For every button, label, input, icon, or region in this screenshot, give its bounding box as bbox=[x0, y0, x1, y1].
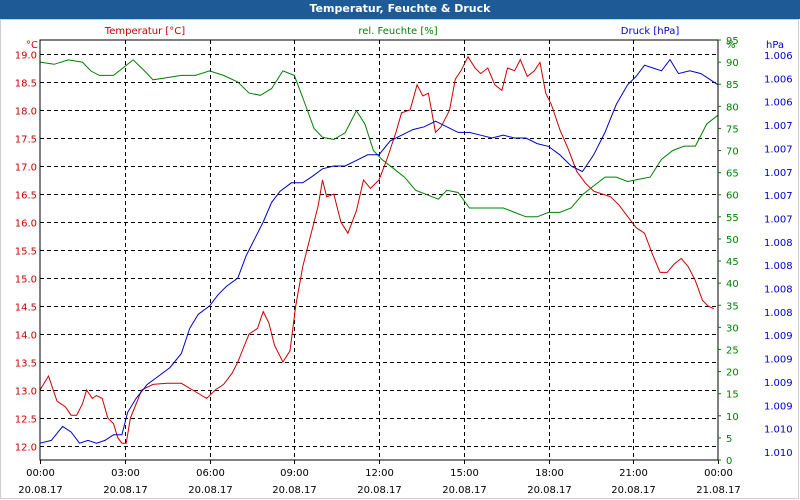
axes-layer: 00:00 20.08.17 03:00 20.08.17 06:00 20.08.17 0… bbox=[15, 26, 793, 496]
temperature-tick-label: 17.0 bbox=[15, 163, 37, 174]
pressure-tick-label: 1.008 bbox=[764, 261, 793, 272]
temperature-tick-label: 15.5 bbox=[15, 247, 37, 258]
x-tick-label-date: 20.08.17 bbox=[103, 485, 148, 496]
humidity-tick-label: 15 bbox=[726, 390, 739, 401]
series-line-humidity bbox=[39, 59, 719, 218]
humidity-tick-label: 40 bbox=[726, 279, 739, 290]
temperature-tick-label: 13.0 bbox=[15, 387, 37, 398]
humidity-tick-label: 5 bbox=[726, 434, 732, 445]
temperature-tick-label: 12.0 bbox=[15, 443, 37, 454]
temperature-tick-label: 19.0 bbox=[15, 51, 37, 62]
grid bbox=[40, 40, 718, 460]
x-tick-label-time: 21:00 bbox=[619, 468, 648, 479]
temperature-tick-label: 14.0 bbox=[15, 331, 37, 342]
humidity-tick-label: 30 bbox=[726, 323, 739, 334]
pressure-tick-label: 1.008 bbox=[764, 238, 793, 249]
pressure-tick-label: 1.008 bbox=[764, 308, 793, 319]
temperature-header: Temperatur [°C] bbox=[104, 26, 185, 37]
pressure-tick-label: 1.006 bbox=[764, 74, 793, 85]
x-tick-label-time: 00:00 bbox=[704, 468, 733, 479]
temperature-tick-label: 13.5 bbox=[15, 359, 37, 370]
x-tick-label-date: 20.08.17 bbox=[527, 485, 572, 496]
x-tick-label-date: 20.08.17 bbox=[357, 485, 402, 496]
pressure-tick-label: 1.007 bbox=[764, 191, 793, 202]
humidity-tick-label: 25 bbox=[726, 345, 739, 356]
pressure-tick-label: 1.007 bbox=[764, 214, 793, 225]
x-tick-label-time: 18:00 bbox=[535, 468, 564, 479]
pressure-tick-label: 1.006 bbox=[764, 98, 793, 109]
pressure-tick-label: 1.009 bbox=[764, 401, 793, 412]
humidity-tick-label: 20 bbox=[726, 368, 739, 379]
x-tick-label-date: 21.08.17 bbox=[696, 485, 741, 496]
series-layer bbox=[39, 55, 719, 444]
x-tick-label-time: 12:00 bbox=[365, 468, 394, 479]
chart-frame bbox=[0, 19, 799, 499]
temperature-tick-label: 18.5 bbox=[15, 79, 37, 90]
x-tick-label-date: 20.08.17 bbox=[611, 485, 656, 496]
window-title: Temperatur, Feuchte & Druck bbox=[0, 0, 800, 19]
pressure-tick-label: 1.010 bbox=[764, 425, 793, 436]
pressure-tick-label: 1.007 bbox=[764, 121, 793, 132]
pressure-tick-label: 1.007 bbox=[764, 144, 793, 155]
temperature-tick-label: 12.5 bbox=[15, 415, 37, 426]
humidity-tick-label: 90 bbox=[726, 58, 739, 69]
humidity-tick-label: 80 bbox=[726, 102, 739, 113]
temperature-tick-label: 18.0 bbox=[15, 107, 37, 118]
temperature-tick-label: 17.5 bbox=[15, 135, 37, 146]
pressure-tick-label: 1.008 bbox=[764, 285, 793, 296]
humidity-tick-label: 50 bbox=[726, 235, 739, 246]
humidity-tick-label: 45 bbox=[726, 257, 739, 268]
humidity-tick-label: 95 bbox=[726, 36, 739, 47]
temperature-tick-label: 16.5 bbox=[15, 191, 37, 202]
x-tick-label-time: 09:00 bbox=[280, 468, 309, 479]
pressure-header: Druck [hPa] bbox=[621, 26, 680, 37]
humidity-tick-label: 35 bbox=[726, 301, 739, 312]
temperature-tick-label: 16.0 bbox=[15, 219, 37, 230]
humidity-unit-label: % bbox=[726, 40, 736, 51]
humidity-tick-label: 70 bbox=[726, 147, 739, 158]
temperature-tick-label: 15.0 bbox=[15, 275, 37, 286]
humidity-tick-label: 55 bbox=[726, 213, 739, 224]
pressure-tick-label: 1.010 bbox=[764, 448, 793, 459]
pressure-tick-label: 1.007 bbox=[764, 168, 793, 179]
pressure-tick-label: 1.009 bbox=[764, 355, 793, 366]
series-line-temperature bbox=[39, 55, 715, 444]
x-tick-label-date: 20.08.17 bbox=[188, 485, 233, 496]
humidity-header: rel. Feuchte [%] bbox=[358, 26, 437, 37]
x-tick-label-time: 03:00 bbox=[111, 468, 140, 479]
x-tick-label-time: 00:00 bbox=[26, 468, 55, 479]
humidity-tick-label: 10 bbox=[726, 412, 739, 423]
humidity-tick-label: 75 bbox=[726, 124, 739, 135]
x-tick-label-date: 20.08.17 bbox=[18, 485, 63, 496]
humidity-tick-label: 60 bbox=[726, 191, 739, 202]
temperature-tick-label: 14.5 bbox=[15, 303, 37, 314]
temperature-unit-label: °C bbox=[26, 40, 38, 51]
x-tick-label-time: 15:00 bbox=[450, 468, 479, 479]
humidity-tick-label: 65 bbox=[726, 169, 739, 180]
x-tick-label-time: 06:00 bbox=[196, 468, 225, 479]
humidity-tick-label: 0 bbox=[726, 456, 732, 467]
humidity-tick-label: 85 bbox=[726, 80, 739, 91]
pressure-tick-label: 1.009 bbox=[764, 378, 793, 389]
pressure-tick-label: 1.006 bbox=[764, 51, 793, 62]
x-tick-label-date: 20.08.17 bbox=[442, 485, 487, 496]
x-tick-label-date: 20.08.17 bbox=[272, 485, 317, 496]
pressure-tick-label: 1.009 bbox=[764, 331, 793, 342]
pressure-unit-label: hPa bbox=[766, 40, 784, 51]
series-line-pressure bbox=[39, 58, 719, 444]
